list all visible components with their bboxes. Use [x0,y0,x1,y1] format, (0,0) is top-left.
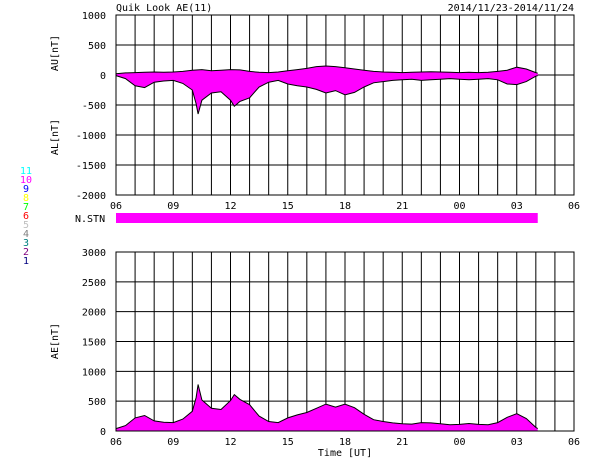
nstn-bar [116,213,538,223]
upper-ytick-label: -1000 [76,131,106,142]
ae-area [116,384,538,431]
ae-line [115,384,538,430]
upper-xtick-label: 06 [568,201,580,212]
al-line [115,75,538,115]
lower-ytick-label: 2000 [82,308,106,319]
lower-xtick-label: 00 [453,437,465,448]
lower-xtick-label: 21 [396,437,408,448]
upper-xtick-label: 18 [339,201,351,212]
upper-ytick-label: 500 [88,41,106,52]
station-legend-label: 2 [23,247,29,258]
au-area [116,66,538,75]
lower-xtick-label: 09 [167,437,179,448]
lower-ytick-label: 1500 [82,338,106,349]
upper-frame [115,14,575,196]
lower-ytick-label: 0 [100,427,106,438]
ae-axis-label: AE[nT] [50,323,61,359]
upper-ytick-label: -500 [82,101,106,112]
upper-ytick-label: 1000 [82,11,106,22]
upper-xtick-label: 00 [453,201,465,212]
date-range: 2014/11/23-2014/11/24 [448,3,574,14]
lower-xtick-label: 03 [511,437,523,448]
au-al-panel: 1000 500 0 -500 -1000 -1500 -2000 06 09 12 15 18 21 0… [50,11,580,212]
station-legend-label: 7 [23,202,29,213]
station-legend-label: 4 [23,229,29,240]
station-count-panel: N.STN [75,213,538,225]
au-axis-label: AU[nT] [50,35,61,71]
upper-xtick-label: 12 [224,201,236,212]
station-legend-label: 9 [23,184,29,195]
station-legend-label: 1 [23,256,29,267]
upper-ytick-label: -2000 [76,191,106,202]
chart-title: Quik Look AE(11) [116,3,212,14]
station-legend-label: 10 [20,175,32,186]
station-legend-label: 6 [23,211,29,222]
station-legend-label: 8 [23,193,29,204]
upper-xtick-label: 03 [511,201,523,212]
lower-xtick-label: 18 [339,437,351,448]
au-line [115,65,538,75]
lower-xtick-label: 06 [568,437,580,448]
station-legend-label: 5 [23,220,29,231]
ae-panel: 3000 2500 2000 1500 1000 500 0 06 09 12 15 18 21 00 03… [50,248,580,459]
lower-ytick-label: 2500 [82,278,106,289]
lower-ytick-label: 3000 [82,248,106,259]
lower-frame [115,251,575,432]
upper-xtick-label: 09 [167,201,179,212]
upper-ytick-label: -1500 [76,161,106,172]
lower-xtick-label: 06 [110,437,122,448]
lower-ytick-label: 1000 [82,367,106,378]
lower-xtick-label: 12 [224,437,236,448]
upper-xtick-label: 21 [396,201,408,212]
lower-xtick-label: 15 [282,437,294,448]
lower-ytick-label: 500 [88,397,106,408]
upper-xtick-label: 06 [110,201,122,212]
al-area [116,75,538,114]
al-axis-label: AL[nT] [50,119,61,155]
time-axis-label: Time [UT] [318,448,372,459]
station-legend-label: 11 [20,166,32,177]
upper-ytick-label: 0 [100,71,106,82]
nstn-label: N.STN [75,214,105,225]
upper-xtick-label: 15 [282,201,294,212]
station-legend-label: 3 [23,238,29,249]
